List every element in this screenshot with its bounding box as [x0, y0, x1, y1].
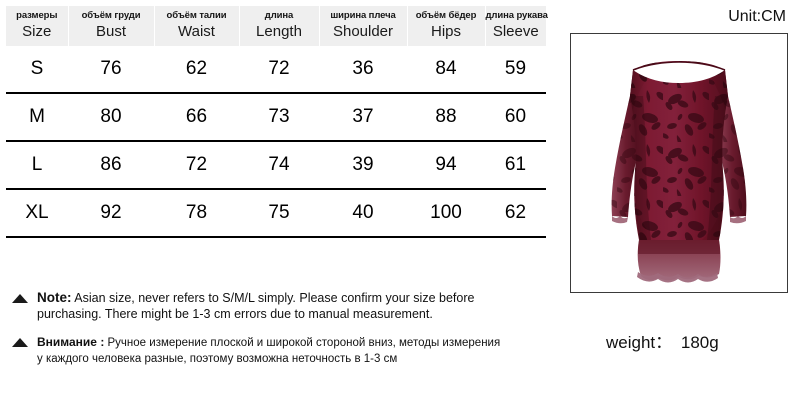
- column-header-ru: объём бёдер: [415, 10, 477, 21]
- weight-value: 180g: [680, 333, 719, 352]
- column-header-ru: длина рукава: [485, 10, 548, 21]
- note-russian-line-1: Внимание : Ручное измерение плоской и ши…: [37, 334, 552, 351]
- left-cuff-ruffle: [612, 216, 628, 224]
- cell-bust: 80: [68, 93, 154, 142]
- product-photo-frame: [570, 33, 788, 293]
- cell-sleeve: 59: [485, 46, 546, 94]
- size-chart-table: размеры Size объём груди Bust объём тали…: [6, 6, 548, 238]
- notes-section: Note: Asian size, never refers to S/M/L …: [12, 290, 552, 379]
- table-header: размеры Size объём груди Bust объём тали…: [6, 6, 548, 46]
- weight-label-text: weight：: [606, 333, 673, 352]
- column-header-en: Bust: [95, 23, 126, 40]
- column-header-ru: ширина плеча: [330, 10, 396, 21]
- dress-product-image: [571, 34, 787, 292]
- dress-neckline: [633, 62, 725, 83]
- column-header-bust: объём груди Bust: [68, 6, 155, 46]
- cell-size: XL: [6, 189, 68, 238]
- cell-length: 75: [239, 189, 319, 238]
- cell-hips: 100: [407, 189, 485, 238]
- cell-sleeve: 62: [485, 189, 546, 238]
- note-russian-text-1: Ручное измерение плоской и широкой сторо…: [107, 337, 501, 349]
- column-header-en: Length: [256, 23, 302, 40]
- cell-waist: 66: [154, 93, 239, 142]
- table-row: XL 92 78 75 40 100 62: [6, 189, 546, 238]
- cell-size: S: [6, 46, 68, 94]
- note-english-label: Note:: [37, 290, 72, 305]
- column-header-en: Shoulder: [332, 23, 394, 40]
- cell-shoulder: 37: [319, 93, 407, 142]
- column-header-ru: длина: [264, 10, 294, 21]
- column-header-en: Sleeve: [492, 23, 539, 40]
- note-russian-label: Внимание :: [37, 335, 105, 349]
- header-row: размеры Size объём груди Bust объём тали…: [6, 6, 548, 46]
- cell-sleeve: 61: [485, 141, 546, 190]
- cell-length: 74: [239, 141, 319, 190]
- note-russian: Внимание : Ручное измерение плоской и ши…: [12, 334, 552, 367]
- triangle-up-icon: [12, 338, 28, 347]
- cell-hips: 88: [407, 93, 485, 142]
- column-header-ru: объём груди: [81, 10, 141, 21]
- table-row: M 80 66 73 37 88 60: [6, 93, 546, 142]
- cell-shoulder: 40: [319, 189, 407, 238]
- weight-label: weight： 180g: [606, 328, 719, 353]
- cell-hips: 94: [407, 141, 485, 190]
- cell-size: L: [6, 141, 68, 190]
- note-english-line-1: Note: Asian size, never refers to S/M/L …: [37, 290, 552, 306]
- note-english-line-2: purchasing. There might be 1-3 cm errors…: [37, 307, 433, 321]
- column-header-sleeve: длина рукава Sleeve: [485, 6, 548, 46]
- cell-bust: 76: [68, 46, 154, 94]
- column-header-hips: объём бёдер Hips: [407, 6, 486, 46]
- column-header-waist: объём талии Waist: [154, 6, 240, 46]
- cell-length: 72: [239, 46, 319, 94]
- dress-body: [630, 61, 728, 240]
- note-english: Note: Asian size, never refers to S/M/L …: [12, 290, 552, 322]
- hem-ruffle: [637, 272, 718, 283]
- dress-hem: [637, 240, 721, 283]
- cell-waist: 72: [154, 141, 239, 190]
- unit-label: Unit:CM: [728, 8, 786, 25]
- column-header-ru: размеры: [16, 10, 58, 21]
- cell-waist: 62: [154, 46, 239, 94]
- cell-waist: 78: [154, 189, 239, 238]
- size-chart-panel: размеры Size объём груди Bust объём тали…: [6, 6, 552, 379]
- column-header-length: длина Length: [239, 6, 320, 46]
- product-panel: Unit:CM: [556, 0, 800, 400]
- cell-shoulder: 36: [319, 46, 407, 94]
- triangle-up-icon: [12, 294, 28, 303]
- cell-size: M: [6, 93, 68, 142]
- table-body: S 76 62 72 36 84 59 M 80 66 73 37 88 60 …: [6, 46, 546, 238]
- column-header-en: Size: [22, 23, 52, 40]
- cell-bust: 92: [68, 189, 154, 238]
- table-row: S 76 62 72 36 84 59: [6, 46, 546, 94]
- note-english-text-1: Asian size, never refers to S/M/L simply…: [74, 291, 475, 305]
- cell-length: 73: [239, 93, 319, 142]
- cell-bust: 86: [68, 141, 154, 190]
- column-header-size: размеры Size: [6, 6, 69, 46]
- right-cuff-ruffle: [730, 216, 746, 224]
- cell-hips: 84: [407, 46, 485, 94]
- cell-shoulder: 39: [319, 141, 407, 190]
- column-header-en: Waist: [178, 23, 215, 40]
- column-header-shoulder: ширина плеча Shoulder: [319, 6, 408, 46]
- column-header-ru: объём талии: [166, 10, 227, 21]
- note-russian-line-2: у каждого человека разные, поэтому возмо…: [37, 353, 398, 365]
- table-row: L 86 72 74 39 94 61: [6, 141, 546, 190]
- cell-sleeve: 60: [485, 93, 546, 142]
- column-header-en: Hips: [430, 23, 461, 40]
